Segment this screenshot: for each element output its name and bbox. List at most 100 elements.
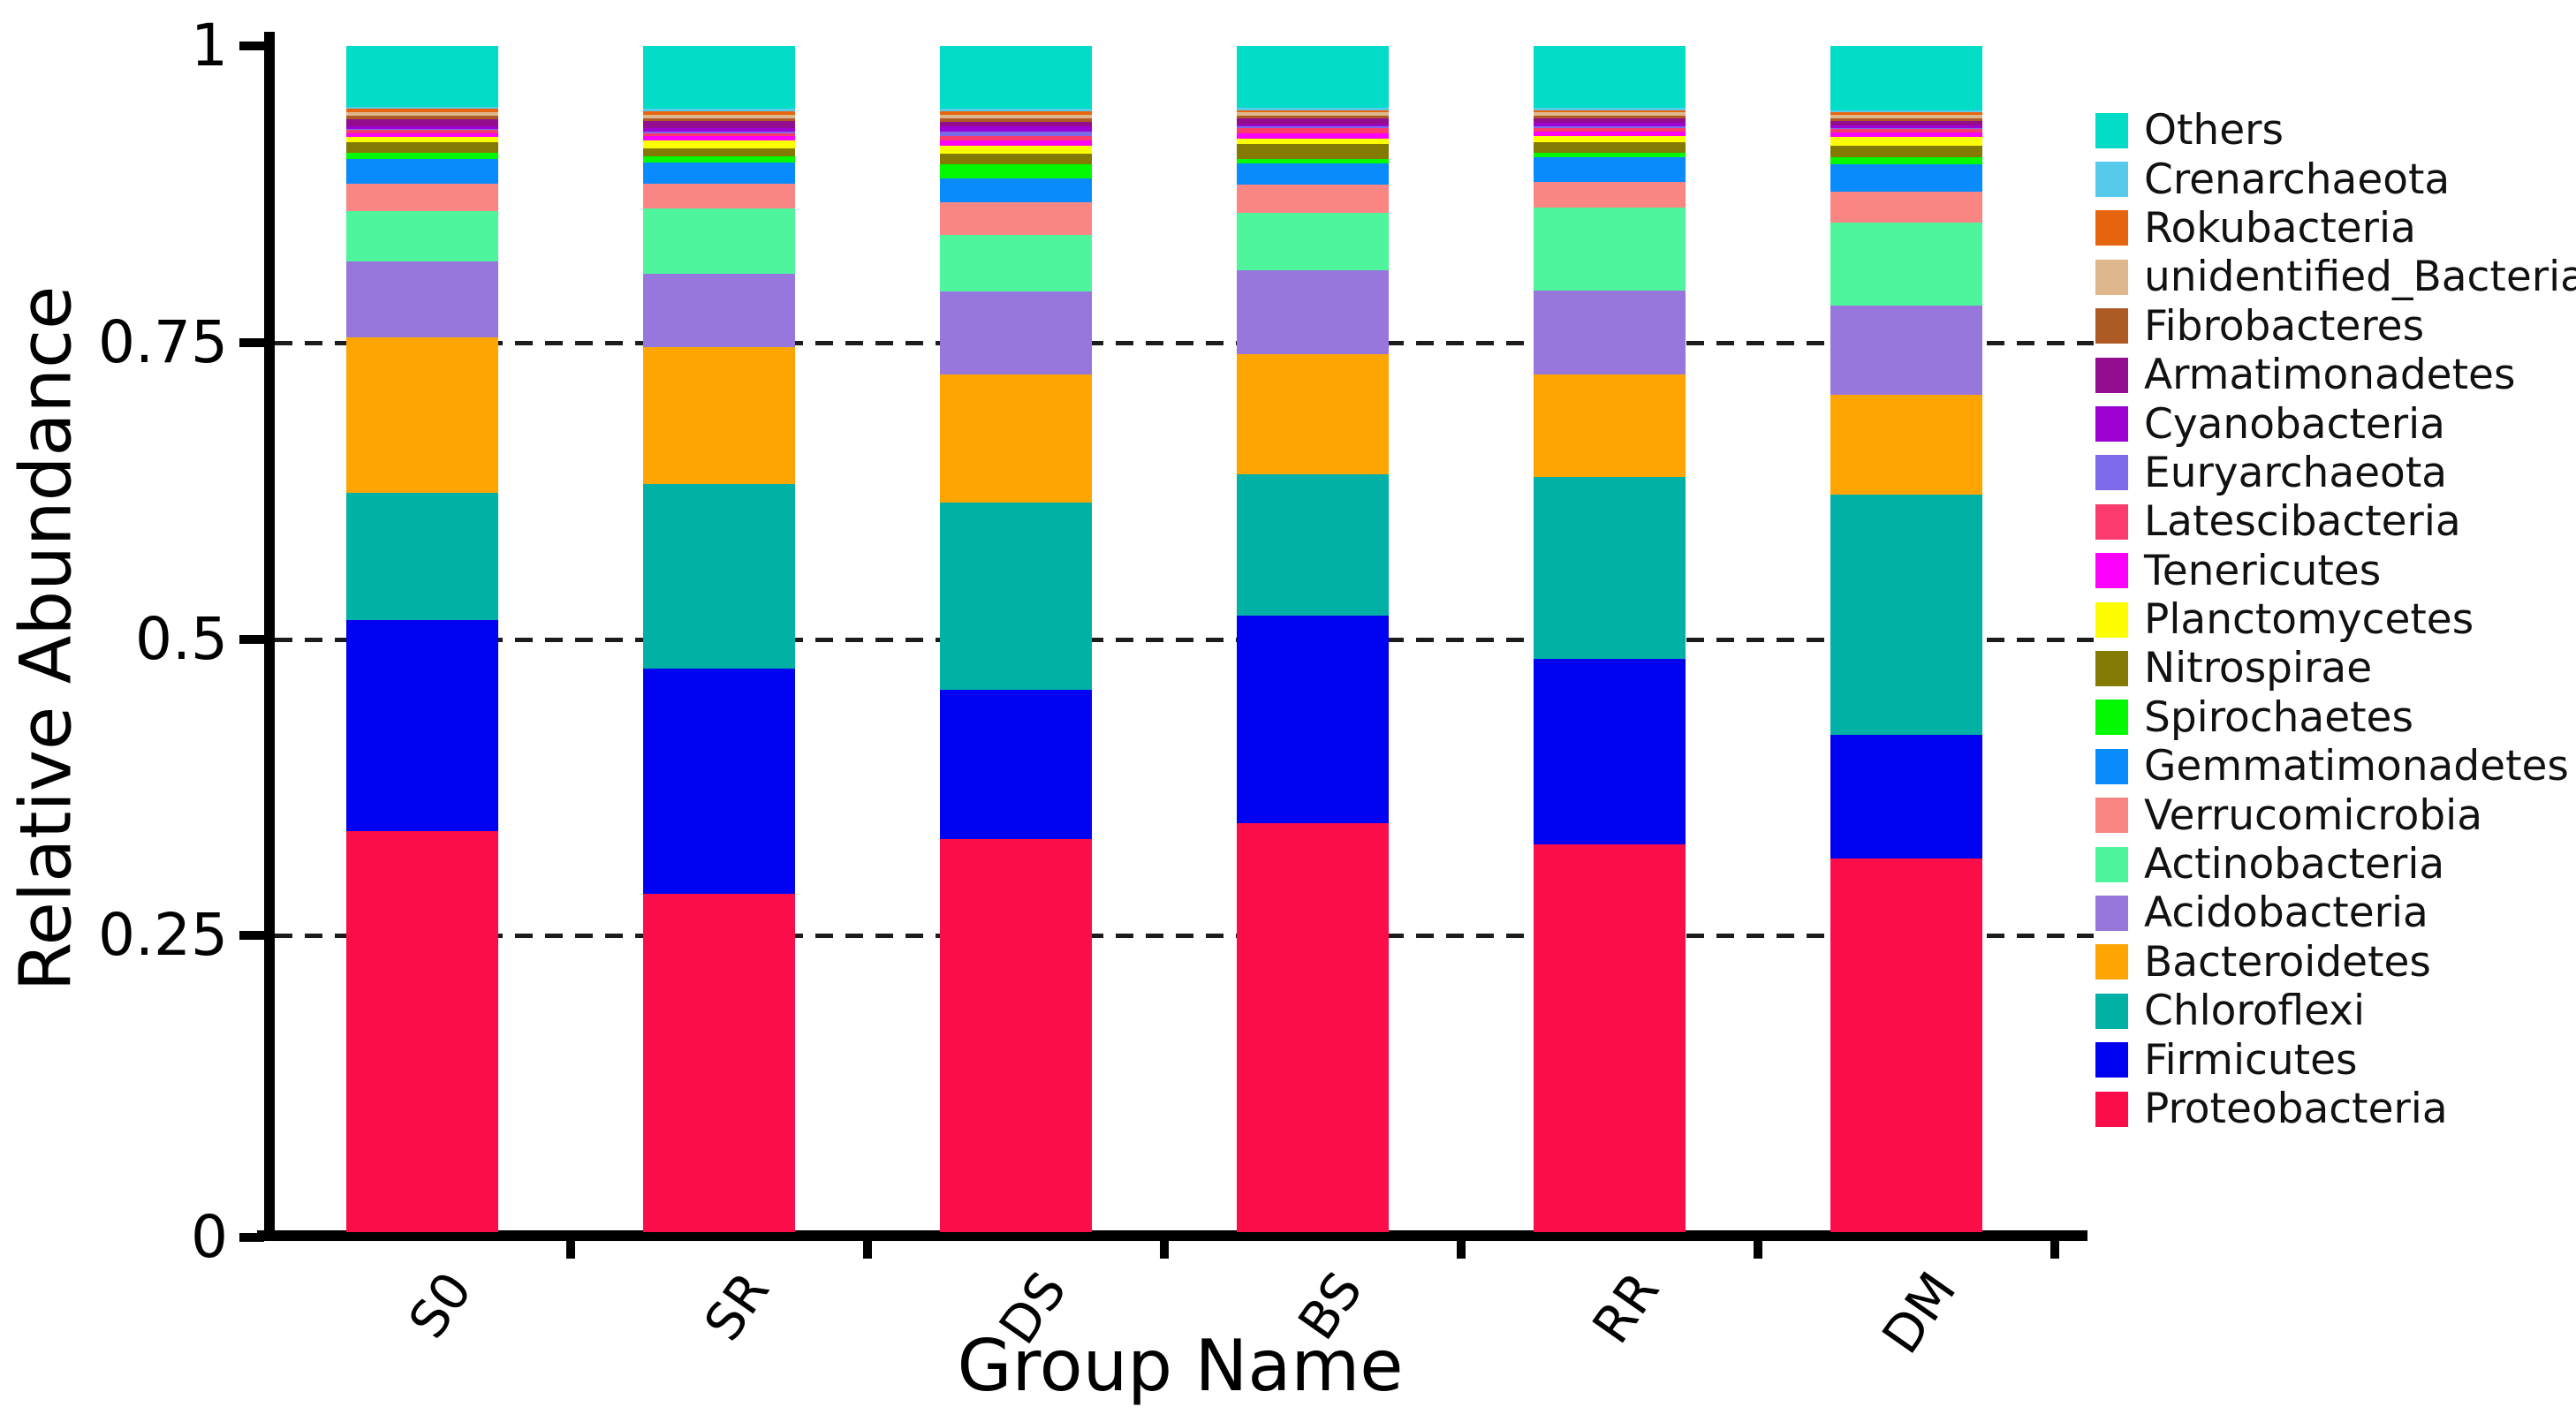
x-axis-title: Group Name (957, 1325, 1404, 1407)
segment-BS-Rokubacteria (1237, 110, 1389, 113)
segment-S0-Fibrobacteres (346, 116, 498, 120)
segment-RR-Tenericutes (1534, 131, 1686, 137)
segment-RR-Armatimonadetes (1534, 117, 1686, 124)
segment-S0-Cyanobacteria (346, 126, 498, 130)
legend-swatch-Tenericutes (2095, 553, 2128, 589)
segment-RR-Crenarchaeota (1534, 107, 1686, 110)
legend-label-Planctomycetes: Planctomycetes (2144, 595, 2474, 645)
segment-SR-Rokubacteria (643, 110, 795, 115)
legend-swatch-Bacteroidetes (2095, 944, 2128, 980)
x-tick-1 (863, 1241, 872, 1259)
segment-S0-Others (346, 46, 498, 107)
segment-SR-Proteobacteria (643, 894, 795, 1232)
segment-DM-Tenericutes (1830, 132, 1982, 138)
gridline-0.5 (275, 637, 2094, 642)
legend-row-Bacteroidetes: Bacteroidetes (2095, 938, 2576, 987)
segment-BS-Gemmatimonadetes (1237, 163, 1389, 185)
y-tick-1 (239, 42, 264, 50)
legend-swatch-Armatimonadetes (2095, 357, 2128, 393)
x-tick-label-S0: S0 (397, 1261, 484, 1350)
segment-DM-Verrucomicrobia (1830, 192, 1982, 223)
segment-SR-Chloroflexi (643, 483, 795, 669)
segment-RR-Chloroflexi (1534, 476, 1686, 660)
segment-SR-Nitrospirae (643, 147, 795, 156)
segment-SR-Others (643, 46, 795, 110)
segment-SR-Planctomycetes (643, 140, 795, 148)
segment-DM-unidentified_Bacteria (1830, 114, 1982, 118)
segment-DS-Crenarchaeota (940, 109, 1092, 111)
bar-RR (1534, 46, 1686, 1232)
y-tick-label-0: 0 (191, 1203, 228, 1271)
legend-swatch-Verrucomicrobia (2095, 798, 2128, 834)
gridline-0.75 (275, 340, 2094, 345)
y-tick-label-0.5: 0.5 (135, 604, 228, 673)
x-tick-label-RR: RR (1580, 1261, 1671, 1355)
legend-label-Latescibacteria: Latescibacteria (2144, 497, 2461, 547)
y-tick-0 (239, 1233, 264, 1242)
legend-swatch-Gemmatimonadetes (2095, 748, 2128, 784)
segment-DS-Bacteroidetes (940, 374, 1092, 503)
segment-SR-Acidobacteria (643, 273, 795, 348)
segment-BS-Bacteroidetes (1237, 354, 1389, 474)
legend-swatch-Crenarchaeota (2095, 162, 2128, 198)
legend-row-Gemmatimonadetes: Gemmatimonadetes (2095, 742, 2576, 790)
segment-S0-Rokubacteria (346, 109, 498, 113)
segment-BS-Proteobacteria (1237, 822, 1389, 1232)
segment-DM-Cyanobacteria (1830, 125, 1982, 128)
segment-RR-unidentified_Bacteria (1534, 112, 1686, 117)
x-tick-0 (566, 1241, 575, 1259)
bar-DM (1830, 46, 1982, 1232)
legend-label-Actinobacteria: Actinobacteria (2144, 840, 2445, 889)
segment-RR-Euryarchaeota (1534, 126, 1686, 128)
segment-BS-Nitrospirae (1237, 144, 1389, 159)
legend-label-Firmicutes: Firmicutes (2144, 1035, 2358, 1085)
segment-DM-Proteobacteria (1830, 858, 1982, 1232)
segment-SR-Tenericutes (643, 136, 795, 141)
segment-DM-Actinobacteria (1830, 223, 1982, 306)
legend-swatch-Euryarchaeota (2095, 455, 2128, 491)
legend-row-Cyanobacteria: Cyanobacteria (2095, 399, 2576, 448)
legend-label-Spirochaetes: Spirochaetes (2144, 692, 2413, 742)
segment-S0-Chloroflexi (346, 493, 498, 621)
legend-label-Proteobacteria: Proteobacteria (2144, 1085, 2448, 1133)
segment-S0-Armatimonadetes (346, 119, 498, 127)
segment-SR-Firmicutes (643, 669, 795, 895)
segment-BS-Verrucomicrobia (1237, 185, 1389, 214)
legend-swatch-Chloroflexi (2095, 993, 2128, 1029)
segment-BS-unidentified_Bacteria (1237, 112, 1389, 117)
x-tick-4 (1754, 1241, 1762, 1259)
gridline-0.25 (275, 934, 2094, 939)
segment-DM-Acidobacteria (1830, 306, 1982, 395)
segment-BS-Others (1237, 46, 1389, 108)
segment-DS-Armatimonadetes (940, 121, 1092, 127)
legend-label-Bacteroidetes: Bacteroidetes (2144, 937, 2431, 987)
legend-row-Verrucomicrobia: Verrucomicrobia (2095, 790, 2576, 839)
legend-swatch-Latescibacteria (2095, 503, 2128, 540)
x-tick-label-DM: DM (1870, 1261, 1968, 1365)
segment-DS-Proteobacteria (940, 839, 1092, 1232)
segment-DS-unidentified_Bacteria (940, 114, 1092, 118)
legend-label-Cyanobacteria: Cyanobacteria (2144, 399, 2445, 449)
segment-S0-Firmicutes (346, 620, 498, 832)
legend-swatch-Spirochaetes (2095, 700, 2128, 736)
segment-DM-Gemmatimonadetes (1830, 164, 1982, 193)
segment-DS-Planctomycetes (940, 145, 1092, 155)
segment-RR-Gemmatimonadetes (1534, 157, 1686, 183)
segment-S0-Euryarchaeota (346, 129, 498, 131)
bar-BS (1237, 46, 1389, 1232)
segment-DM-Crenarchaeota (1830, 110, 1982, 113)
legend-swatch-Others (2095, 112, 2128, 148)
segment-SR-unidentified_Bacteria (643, 114, 795, 118)
segment-S0-Tenericutes (346, 133, 498, 138)
legend-label-Euryarchaeota: Euryarchaeota (2144, 448, 2448, 497)
segment-DS-Latescibacteria (940, 136, 1092, 141)
segment-BS-Acidobacteria (1237, 269, 1389, 355)
legend: Others Crenarchaeota Rokubacteria unidentif… (2095, 106, 2576, 1133)
segment-RR-Proteobacteria (1534, 843, 1686, 1232)
segment-DS-Chloroflexi (940, 503, 1092, 691)
segment-SR-Actinobacteria (643, 208, 795, 274)
legend-row-Nitrospirae: Nitrospirae (2095, 644, 2576, 692)
segment-BS-Euryarchaeota (1237, 126, 1389, 128)
segment-DS-Gemmatimonadetes (940, 178, 1092, 203)
